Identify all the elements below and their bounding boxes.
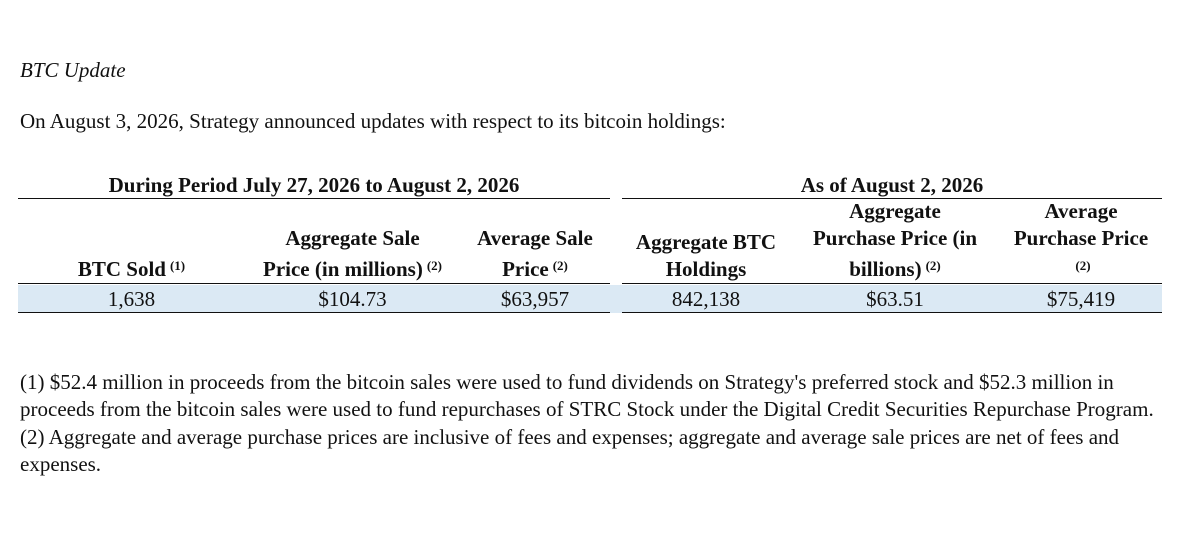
- header-line: (2): [1071, 252, 1090, 283]
- header-text: Aggregate Sale: [285, 226, 420, 250]
- footnote: (2) Aggregate and average purchase price…: [20, 424, 1120, 476]
- header-text: Price (in millions): [263, 257, 423, 281]
- header-line: Aggregate BTC: [636, 229, 776, 256]
- group-header: During Period July 27, 2026 to August 2,…: [18, 172, 610, 199]
- header-line: Price (2): [502, 252, 568, 283]
- table-cell: 842,138: [622, 285, 790, 313]
- header-text: Purchase Price (in: [812, 226, 978, 250]
- header-text: Purchase Price: [1013, 226, 1149, 250]
- header-text: BTC Sold: [77, 257, 166, 281]
- row-highlight: [18, 285, 1162, 313]
- group-header: As of August 2, 2026: [622, 172, 1162, 199]
- table-cell: $75,419: [1000, 285, 1162, 313]
- header-line: Purchase Price (in: [813, 225, 977, 252]
- section-title: BTC Update: [20, 58, 126, 82]
- header-text: Holdings: [665, 257, 747, 281]
- footnote-ref: (2): [925, 258, 941, 273]
- table-cell: 1,638: [18, 285, 245, 313]
- header-line: Price (in millions) (2): [263, 252, 442, 283]
- header-line: Holdings: [666, 256, 747, 283]
- header-text: Aggregate BTC: [635, 230, 777, 254]
- column-header: BTC Sold (1): [18, 200, 245, 284]
- column-header: Average Sale Price (2): [460, 200, 610, 284]
- header-text: Average: [1044, 199, 1118, 223]
- header-line: billions) (2): [849, 252, 941, 283]
- footnote-ref: (2): [426, 258, 442, 273]
- column-header: Aggregate Purchase Price (in billions) (2): [790, 198, 1000, 284]
- table-cell: $63.51: [790, 285, 1000, 313]
- footnote-ref: (1): [169, 258, 186, 273]
- header-line: Purchase Price: [1014, 225, 1148, 252]
- header-text: Average Sale: [477, 226, 593, 250]
- header-line: BTC Sold (1): [78, 252, 185, 283]
- footnote-ref: (2): [1075, 258, 1091, 273]
- header-line: Average Sale: [477, 225, 593, 252]
- header-text: Aggregate: [849, 199, 941, 223]
- column-header: Aggregate Sale Price (in millions) (2): [245, 200, 460, 284]
- header-text: billions): [849, 257, 922, 281]
- table-cell: $104.73: [245, 285, 460, 313]
- column-header: Average Purchase Price (2): [1000, 198, 1162, 284]
- header-line: Aggregate: [849, 198, 941, 225]
- footnote-ref: (2): [552, 258, 568, 273]
- footnotes: (1) $52.4 million in proceeds from the b…: [20, 369, 1170, 478]
- footnote: (1) $52.4 million in proceeds from the b…: [20, 370, 1154, 422]
- header-line: Average: [1044, 198, 1117, 225]
- intro-text: On August 3, 2026, Strategy announced up…: [20, 109, 726, 133]
- header-line: Aggregate Sale: [285, 225, 419, 252]
- header-text: Price: [502, 257, 549, 281]
- table-cell: $63,957: [460, 285, 610, 313]
- column-header: Aggregate BTC Holdings: [622, 200, 790, 284]
